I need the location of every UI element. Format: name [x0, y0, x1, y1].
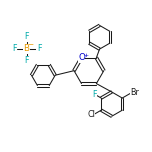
Text: Cl: Cl	[87, 110, 95, 119]
Text: F: F	[24, 56, 29, 65]
Text: F: F	[92, 90, 97, 99]
Text: F: F	[24, 32, 29, 41]
Text: −: −	[27, 42, 33, 48]
Text: +: +	[83, 53, 88, 58]
Text: F: F	[12, 44, 16, 53]
Text: O: O	[78, 53, 85, 62]
Text: B: B	[24, 44, 30, 53]
Text: Br: Br	[131, 88, 140, 97]
Text: F: F	[37, 44, 41, 53]
